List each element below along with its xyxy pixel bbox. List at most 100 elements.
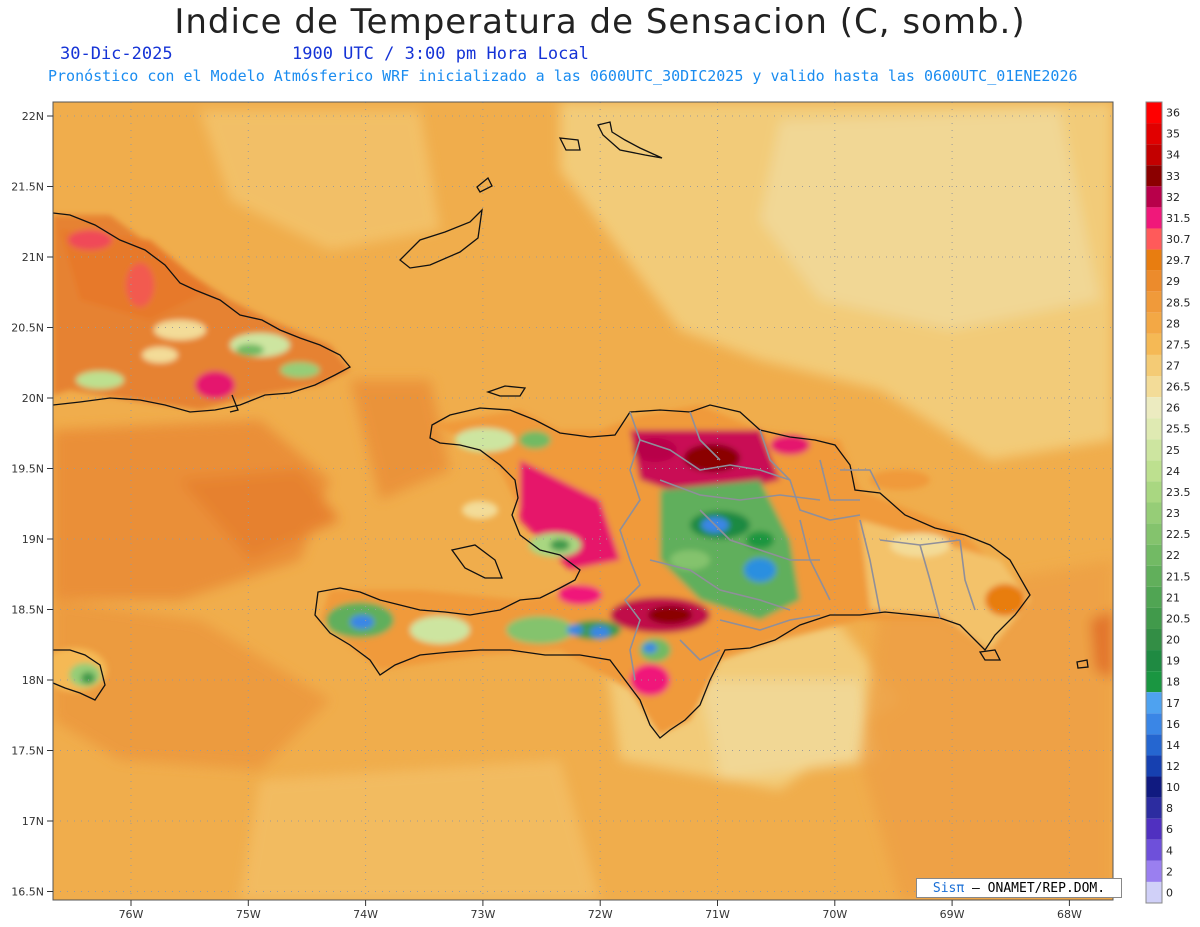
legend-label: 21.5 — [1166, 570, 1191, 583]
lat-label: 18N — [22, 674, 44, 687]
lat-label: 18.5N — [11, 604, 44, 617]
lat-label: 20N — [22, 392, 44, 405]
legend-label: 23.5 — [1166, 486, 1191, 499]
lat-label: 19.5N — [11, 463, 44, 476]
lat-label: 22N — [22, 110, 44, 123]
legend-label: 20 — [1166, 634, 1180, 647]
legend-swatch — [1146, 312, 1162, 334]
legend-swatch — [1146, 713, 1162, 735]
color-legend: 363534333231.530.729.72928.52827.52726.5… — [1145, 101, 1191, 904]
legend-swatch — [1146, 102, 1162, 124]
legend-label: 20.5 — [1166, 612, 1191, 625]
legend-swatch — [1146, 481, 1162, 503]
legend-label: 27 — [1166, 359, 1180, 372]
legend-swatch — [1146, 776, 1162, 798]
legend-label: 12 — [1166, 760, 1180, 773]
lon-label: 74W — [353, 908, 378, 921]
legend-label: 18 — [1166, 676, 1180, 689]
legend-label: 31.5 — [1166, 212, 1191, 225]
legend-label: 16 — [1166, 718, 1180, 731]
legend-swatch — [1146, 270, 1162, 292]
legend-label: 24 — [1166, 465, 1180, 478]
legend-label: 32 — [1166, 191, 1180, 204]
lat-label: 17.5N — [11, 745, 44, 758]
legend-swatch — [1146, 860, 1162, 882]
legend-label: 23 — [1166, 507, 1180, 520]
legend-swatch — [1146, 818, 1162, 840]
legend-swatch — [1146, 144, 1162, 166]
sispi-logo: Sisπ — [932, 881, 965, 896]
legend-label: 21 — [1166, 591, 1180, 604]
lon-label: 75W — [236, 908, 261, 921]
coastlines — [53, 121, 1089, 739]
legend-swatch — [1146, 755, 1162, 777]
legend-label: 17 — [1166, 697, 1180, 710]
legend-label: 10 — [1166, 781, 1180, 794]
legend-swatch — [1146, 376, 1162, 398]
legend-label: 25.5 — [1166, 423, 1191, 436]
legend-label: 26 — [1166, 402, 1180, 415]
legend-swatch — [1146, 439, 1162, 461]
legend-label: 14 — [1166, 739, 1180, 752]
legend-label: 33 — [1166, 170, 1180, 183]
legend-label: 25 — [1166, 444, 1180, 457]
legend-swatch — [1146, 354, 1162, 377]
lat-label: 21.5N — [11, 181, 44, 194]
lat-label: 19N — [22, 533, 44, 546]
lon-label: 72W — [588, 908, 613, 921]
legend-swatch — [1146, 460, 1162, 482]
temperature-field — [53, 102, 1113, 900]
lat-label: 20.5N — [11, 322, 44, 335]
lon-label: 70W — [822, 908, 847, 921]
lon-label: 69W — [940, 908, 965, 921]
legend-swatch — [1146, 881, 1162, 903]
legend-swatch — [1146, 692, 1162, 714]
legend-label: 35 — [1166, 128, 1180, 141]
legend-swatch — [1146, 186, 1162, 208]
legend-label: 22.5 — [1166, 528, 1191, 541]
legend-swatch — [1146, 734, 1162, 756]
legend-label: 8 — [1166, 802, 1173, 815]
legend-swatch — [1146, 839, 1162, 861]
legend-label: 36 — [1166, 107, 1180, 120]
legend-swatch — [1146, 397, 1162, 419]
lon-label: 73W — [470, 908, 495, 921]
lat-label: 17N — [22, 815, 44, 828]
legend-swatch — [1146, 797, 1162, 819]
model-info-line: Pronóstico con el Modelo Atmósferico WRF… — [48, 67, 1078, 85]
legend-swatch — [1146, 249, 1162, 271]
legend-label: 26.5 — [1166, 381, 1191, 394]
legend-swatch — [1146, 607, 1162, 629]
lon-label: 68W — [1057, 908, 1082, 921]
legend-label: 0 — [1166, 886, 1173, 899]
legend-swatch — [1146, 418, 1162, 440]
legend-label: 2 — [1166, 865, 1173, 878]
legend-swatch — [1146, 650, 1162, 672]
legend-swatch — [1146, 586, 1162, 608]
latitude-labels: 22N 21.5N 21N 20.5N 20N 19.5N 19N 18.5N 18N 17.5N… — [11, 110, 44, 899]
legend-label: 30.7 — [1166, 233, 1191, 246]
legend-label: 28.5 — [1166, 296, 1191, 309]
legend-swatch — [1146, 565, 1162, 587]
legend-swatch — [1146, 228, 1162, 250]
legend-swatch — [1146, 165, 1162, 187]
province-borders — [619, 411, 976, 681]
lon-label: 76W — [119, 908, 144, 921]
credit-box: Sisπ – ONAMET/REP.DOM. — [916, 878, 1122, 898]
forecast-time: 1900 UTC / 3:00 pm Hora Local — [292, 44, 589, 64]
legend-swatch — [1146, 333, 1162, 355]
legend-swatch — [1146, 523, 1162, 545]
legend-label: 22 — [1166, 549, 1180, 562]
lat-label: 16.5N — [11, 886, 44, 899]
legend-label: 19 — [1166, 655, 1180, 668]
legend-swatch — [1146, 544, 1162, 566]
lat-label: 21N — [22, 251, 44, 264]
axis-ticks — [47, 115, 1070, 906]
legend-swatch — [1146, 502, 1162, 524]
legend-label: 29.7 — [1166, 254, 1191, 267]
map-title: Indice de Temperatura de Sensacion (C, s… — [174, 2, 1026, 42]
legend-label: 34 — [1166, 149, 1180, 162]
legend-label: 27.5 — [1166, 338, 1191, 351]
legend-swatch — [1146, 207, 1162, 229]
